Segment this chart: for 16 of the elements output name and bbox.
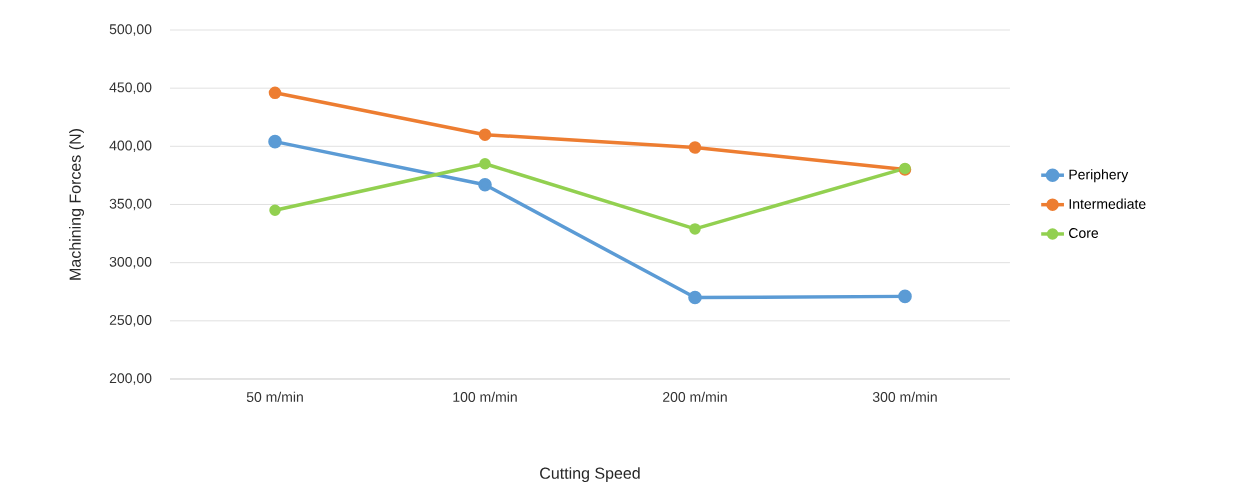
x-tick-label: 200 m/min — [663, 391, 727, 402]
legend-label: Periphery — [1069, 169, 1129, 183]
y-tick-label: 250,00 — [109, 315, 152, 327]
x-tick-label: 300 m/min — [872, 391, 937, 402]
x-tick-label: 100 m/min — [453, 391, 517, 402]
y-tick-label: 350,00 — [109, 198, 152, 211]
y-tick-label: 500,00 — [109, 24, 152, 36]
legend-label: Core — [1069, 228, 1099, 238]
x-axis-title: Cutting Speed — [540, 467, 640, 483]
y-tick-label: 200,00 — [109, 373, 152, 385]
legend-label: Intermediate — [1069, 198, 1146, 209]
y-tick-label: 300,00 — [109, 256, 152, 269]
x-tick-label: 50 m/min — [246, 391, 303, 402]
y-axis-title: Machining Forces (N) — [69, 129, 84, 280]
y-tick-label: 400,00 — [109, 140, 152, 153]
y-tick-label: 450,00 — [109, 82, 152, 94]
